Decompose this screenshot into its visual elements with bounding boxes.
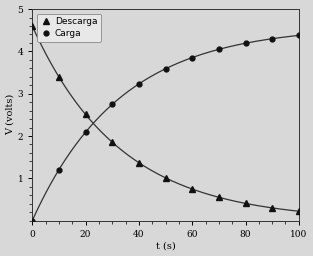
- Descarga: [244, 202, 247, 205]
- Legend: Descarga, Carga: Descarga, Carga: [37, 14, 101, 41]
- Carga: [217, 48, 221, 51]
- Line: Carga: Carga: [30, 33, 301, 223]
- Descarga: [217, 196, 221, 199]
- Carga: [164, 67, 167, 70]
- Descarga: [110, 141, 114, 144]
- Carga: [190, 56, 194, 59]
- Descarga: [190, 187, 194, 190]
- Descarga: [30, 24, 34, 27]
- Carga: [297, 34, 301, 37]
- Descarga: [164, 176, 167, 179]
- Y-axis label: V (volts): V (volts): [6, 94, 15, 135]
- Descarga: [297, 210, 301, 213]
- Carga: [110, 103, 114, 106]
- Carga: [244, 42, 247, 45]
- Descarga: [137, 161, 141, 164]
- Carga: [30, 219, 34, 222]
- Descarga: [270, 206, 274, 209]
- Line: Descarga: Descarga: [29, 23, 302, 214]
- Carga: [57, 168, 61, 171]
- Descarga: [84, 113, 87, 116]
- Carga: [137, 82, 141, 86]
- X-axis label: t (s): t (s): [156, 241, 175, 250]
- Descarga: [57, 75, 61, 78]
- Carga: [270, 37, 274, 40]
- Carga: [84, 131, 87, 134]
